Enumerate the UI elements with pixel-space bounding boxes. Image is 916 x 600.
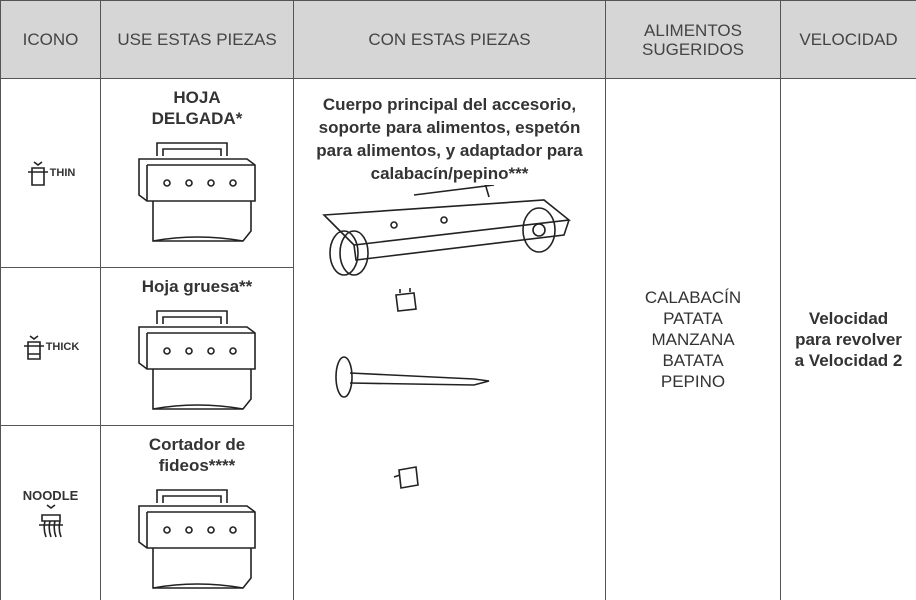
icon-cell: NOODLE: [1, 426, 101, 600]
thin-icon: [27, 161, 48, 186]
food-item: MANZANA: [651, 330, 735, 349]
food-item: PEPINO: [660, 372, 726, 391]
piece-name: HOJA DELGADA*: [151, 88, 243, 128]
thick-icon: [23, 334, 44, 360]
blade-image: [127, 131, 267, 251]
noodle-icon: [38, 503, 63, 537]
foods-cell: CALABACÍN PATATA MANZANA BATATA PEPINO: [606, 79, 781, 600]
accessory-image: [322, 185, 571, 489]
header-cell: ALIMENTOS SUGERIDOS: [606, 1, 781, 79]
piece-name: Cortador de fideos****: [148, 435, 246, 475]
header-text: CON ESTAS PIEZAS: [368, 29, 531, 49]
icon-cell: THICK: [1, 268, 101, 426]
piece-name: Hoja gruesa**: [141, 277, 253, 296]
header-text: USE ESTAS PIEZAS: [117, 29, 277, 49]
speed-cell: Velocidad para revolver a Velocidad 2: [781, 79, 916, 600]
icon-label: THIN: [49, 167, 76, 179]
food-item: BATATA: [662, 351, 724, 370]
header-text: ALIMENTOS SUGERIDOS: [641, 20, 745, 59]
speed-text: Velocidad para revolver a Velocidad 2: [794, 309, 903, 370]
header-cell: VELOCIDAD: [781, 1, 916, 79]
header-cell: ICONO: [1, 1, 101, 79]
piece-cell: Hoja gruesa**: [101, 268, 294, 426]
header-text: ICONO: [22, 29, 79, 49]
piece-cell: Cortador de fideos****: [101, 426, 294, 600]
icon-cell: THIN: [1, 79, 101, 268]
with-pieces-cell: Cuerpo principal del accesorio, soporte …: [294, 79, 606, 600]
with-pieces-text: Cuerpo principal del accesorio, soporte …: [316, 95, 583, 183]
food-item: CALABACÍN: [644, 288, 742, 307]
header-cell: CON ESTAS PIEZAS: [294, 1, 606, 79]
header-cell: USE ESTAS PIEZAS: [101, 1, 294, 79]
icon-label: NOODLE: [22, 487, 79, 503]
blade-image: [127, 299, 267, 419]
header-text: VELOCIDAD: [799, 29, 898, 49]
blade-image: [127, 478, 267, 598]
food-item: PATATA: [663, 309, 723, 328]
piece-cell: HOJA DELGADA*: [101, 79, 294, 268]
icon-label: THICK: [45, 340, 80, 353]
